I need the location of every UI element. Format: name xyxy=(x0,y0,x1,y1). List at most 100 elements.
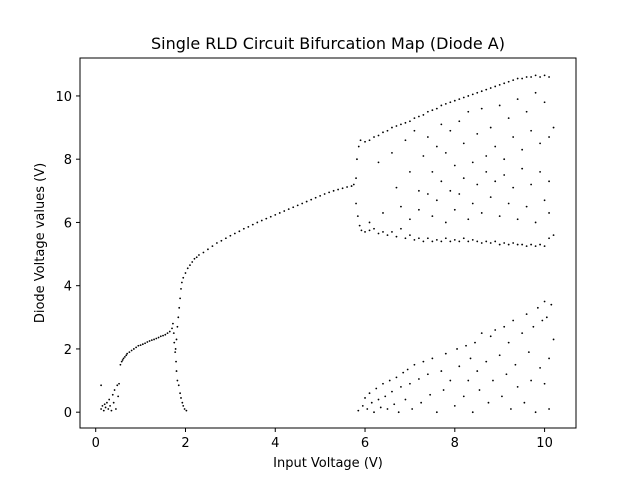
data-point xyxy=(541,319,544,322)
data-point xyxy=(409,218,411,221)
data-point xyxy=(395,235,398,238)
data-point xyxy=(251,223,254,226)
data-point xyxy=(510,408,512,410)
data-point xyxy=(413,129,416,132)
x-tick-label: 0 xyxy=(92,436,100,451)
data-point xyxy=(543,382,546,385)
data-point xyxy=(126,352,129,355)
data-point xyxy=(471,161,474,164)
data-point xyxy=(202,251,205,254)
data-point xyxy=(377,398,380,401)
data-point xyxy=(462,395,465,398)
data-point xyxy=(395,376,398,379)
data-point xyxy=(543,199,546,202)
data-point xyxy=(283,210,286,212)
data-point xyxy=(478,389,481,391)
data-point xyxy=(175,360,177,363)
data-point xyxy=(130,349,133,352)
data-point xyxy=(548,237,550,240)
data-point xyxy=(503,158,506,161)
data-point xyxy=(462,142,465,145)
data-point xyxy=(101,404,104,407)
data-point xyxy=(413,363,416,366)
y-tick-label: 4 xyxy=(64,280,72,295)
data-point xyxy=(543,300,546,303)
data-point xyxy=(516,218,519,221)
data-point xyxy=(242,227,245,230)
data-point xyxy=(453,99,456,102)
x-axis-label: Input Voltage (V) xyxy=(273,456,383,471)
data-point xyxy=(366,408,369,410)
data-point xyxy=(539,367,541,369)
data-point xyxy=(391,390,393,393)
data-point xyxy=(507,341,510,344)
data-point xyxy=(109,404,111,407)
data-point xyxy=(409,120,411,123)
data-point xyxy=(449,240,452,243)
data-point xyxy=(368,139,371,142)
data-point xyxy=(352,183,355,186)
data-point xyxy=(100,408,102,410)
data-point xyxy=(521,332,524,335)
data-point xyxy=(440,104,443,107)
data-point xyxy=(409,170,411,173)
data-point xyxy=(164,333,167,336)
data-point xyxy=(305,200,308,203)
data-point xyxy=(357,409,360,412)
data-point xyxy=(174,348,177,350)
data-point xyxy=(548,357,550,360)
data-point xyxy=(539,142,541,145)
data-point xyxy=(265,217,268,220)
data-point xyxy=(409,382,411,385)
data-point xyxy=(552,126,555,129)
y-tick-label: 0 xyxy=(64,406,72,421)
data-point xyxy=(465,344,467,347)
data-point xyxy=(507,243,510,246)
data-point xyxy=(404,398,407,401)
data-point xyxy=(110,409,113,412)
data-point xyxy=(530,243,533,246)
data-point xyxy=(269,215,272,218)
data-point xyxy=(379,406,382,409)
data-point xyxy=(341,187,344,190)
data-point xyxy=(314,196,317,199)
data-point xyxy=(512,319,515,322)
x-ticks: 0 2 4 6 8 10 xyxy=(92,428,553,451)
data-point xyxy=(388,379,391,382)
data-point xyxy=(435,238,438,241)
data-point xyxy=(355,177,357,180)
data-point xyxy=(355,202,357,205)
data-point xyxy=(400,205,402,208)
data-point xyxy=(444,151,447,154)
data-point xyxy=(176,325,179,328)
data-point xyxy=(159,335,162,338)
data-point xyxy=(377,232,380,235)
data-point xyxy=(442,389,445,391)
data-point xyxy=(148,340,151,342)
data-point xyxy=(370,401,373,404)
data-point xyxy=(382,231,384,233)
data-point xyxy=(375,387,378,390)
data-point xyxy=(516,243,519,246)
data-point xyxy=(181,401,184,404)
data-point xyxy=(384,395,387,398)
data-point xyxy=(183,408,186,410)
data-point xyxy=(166,332,169,335)
data-point xyxy=(182,404,185,407)
data-point xyxy=(462,237,465,240)
data-point xyxy=(382,212,384,214)
data-point xyxy=(107,408,110,410)
data-point xyxy=(525,245,528,248)
data-point xyxy=(539,76,541,78)
y-tick-label: 6 xyxy=(64,216,72,231)
data-point xyxy=(292,206,295,209)
data-point xyxy=(521,77,524,80)
data-point xyxy=(435,199,438,202)
data-point xyxy=(485,155,488,157)
data-point xyxy=(386,129,389,132)
data-point xyxy=(507,80,510,83)
data-point xyxy=(216,242,218,244)
data-point xyxy=(175,338,178,341)
data-point xyxy=(444,352,447,355)
data-point xyxy=(530,76,533,78)
